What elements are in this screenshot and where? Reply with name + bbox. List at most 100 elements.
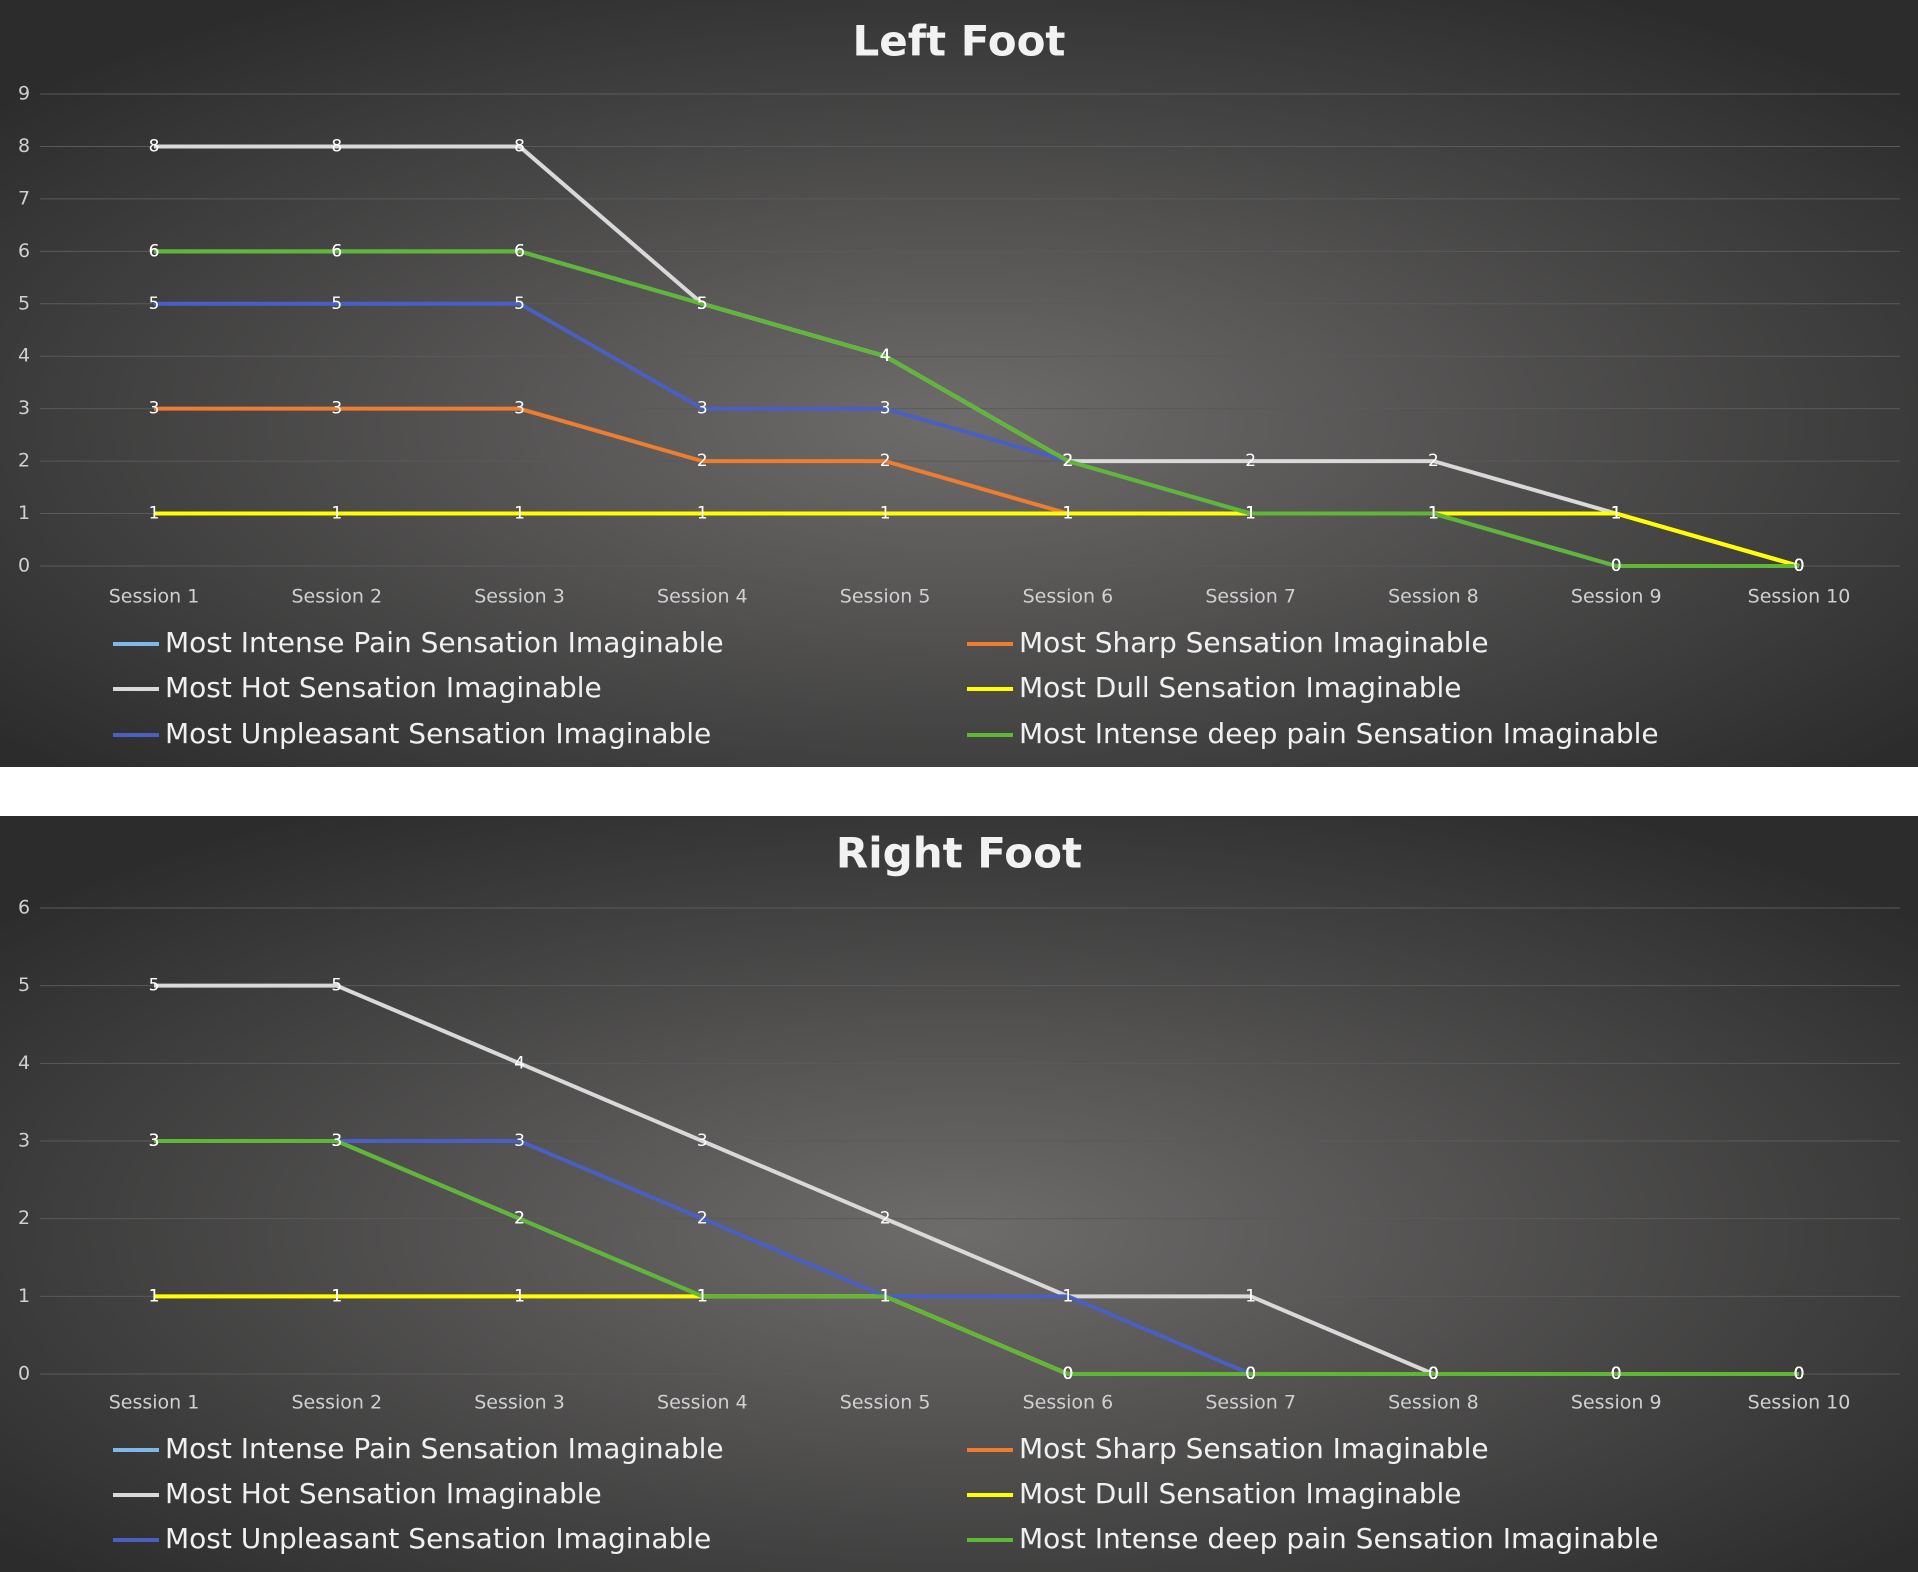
data-label: 5: [697, 294, 708, 314]
data-label: 1: [331, 504, 342, 524]
chart-title: Left Foot: [853, 17, 1066, 66]
x-tick-label: Session 4: [657, 1392, 748, 1414]
data-label: 3: [149, 1131, 160, 1151]
y-tick-label: 8: [18, 135, 30, 157]
data-label: 2: [697, 1209, 708, 1229]
data-label: 1: [1245, 504, 1256, 524]
data-label: 3: [514, 1131, 525, 1151]
y-tick-label: 0: [18, 1363, 30, 1385]
data-label: 3: [331, 399, 342, 419]
legend-label: Most Unpleasant Sensation Imaginable: [165, 717, 711, 750]
data-label: 2: [514, 1209, 525, 1229]
data-label: 1: [1428, 504, 1439, 524]
data-label: 0: [1794, 556, 1805, 576]
y-tick-label: 4: [18, 1052, 30, 1074]
data-label: 6: [514, 241, 525, 261]
x-tick-label: Session 6: [1023, 1392, 1114, 1414]
data-label: 3: [880, 399, 891, 419]
data-label: 3: [697, 1131, 708, 1151]
data-label: 3: [149, 1131, 160, 1151]
data-label: 1: [880, 1286, 891, 1306]
data-label: 6: [331, 241, 342, 261]
data-label: 5: [514, 294, 525, 314]
data-label: 6: [514, 241, 525, 261]
data-label: 4: [880, 346, 891, 366]
data-label: 0: [1245, 1364, 1256, 1384]
data-label: 2: [1062, 451, 1073, 471]
data-label: 8: [331, 136, 342, 156]
data-label: 1: [1062, 504, 1073, 524]
data-label: 0: [1245, 1364, 1256, 1384]
y-tick-label: 2: [18, 1207, 30, 1229]
y-tick-label: 3: [18, 1130, 30, 1152]
data-label: 0: [1062, 1364, 1073, 1384]
data-label: 0: [1794, 1364, 1805, 1384]
data-label: 1: [1428, 504, 1439, 524]
data-label: 1: [1611, 504, 1622, 524]
data-label: 4: [880, 346, 891, 366]
data-label: 0: [1794, 556, 1805, 576]
chart-background: [0, 0, 1918, 767]
data-label: 3: [331, 1131, 342, 1151]
y-tick-label: 3: [18, 397, 30, 419]
y-tick-label: 9: [18, 83, 30, 105]
data-label: 1: [1428, 504, 1439, 524]
data-label: 0: [1245, 1364, 1256, 1384]
data-label: 0: [1062, 1364, 1073, 1384]
data-label: 0: [1611, 1364, 1622, 1384]
data-label: 1: [1062, 504, 1073, 524]
data-label: 6: [149, 241, 160, 261]
data-label: 2: [1062, 451, 1073, 471]
x-tick-label: Session 6: [1023, 586, 1114, 608]
data-label: 1: [1245, 504, 1256, 524]
data-label: 0: [1794, 556, 1805, 576]
data-label: 2: [1062, 451, 1073, 471]
legend-label: Most Intense deep pain Sensation Imagina…: [1019, 717, 1659, 750]
data-label: 2: [1062, 451, 1073, 471]
data-label: 1: [880, 1286, 891, 1306]
data-label: 1: [697, 1286, 708, 1306]
chart: Left Foot 0 1 2 3 4 5 6 7 8 9 Session 1 Session 2 Se…: [0, 0, 1918, 767]
data-label: 0: [1794, 1364, 1805, 1384]
data-label: 1: [514, 1286, 525, 1306]
y-tick-label: 1: [18, 502, 30, 524]
series-line: [154, 511, 1800, 568]
legend-label: Most Intense Pain Sensation Imaginable: [165, 1432, 724, 1465]
data-label: 0: [1062, 1364, 1073, 1384]
data-label: 4: [514, 1053, 525, 1073]
data-label: 0: [1245, 1364, 1256, 1384]
data-label: 2: [697, 451, 708, 471]
data-label: 5: [697, 294, 708, 314]
data-label: 1: [331, 1286, 342, 1306]
data-label: 6: [149, 241, 160, 261]
data-label: 3: [514, 399, 525, 419]
x-tick-label: Session 9: [1571, 1392, 1662, 1414]
data-label: 1: [1611, 504, 1622, 524]
series-line: [154, 1139, 1799, 1376]
legend-label: Most Intense deep pain Sensation Imagina…: [1019, 1522, 1659, 1555]
data-label: 0: [1611, 1364, 1622, 1384]
data-label: 3: [149, 399, 160, 419]
data-label: 1: [880, 1286, 891, 1306]
data-label: 1: [697, 504, 708, 524]
data-label: 0: [1428, 1364, 1439, 1384]
data-label: 0: [1611, 556, 1622, 576]
data-label: 3: [331, 1131, 342, 1151]
y-tick-label: 2: [18, 450, 30, 472]
legend-label: Most Unpleasant Sensation Imaginable: [165, 1522, 711, 1555]
data-label: 1: [331, 1286, 342, 1306]
x-tick-label: Session 2: [291, 1392, 382, 1414]
data-label: 1: [1245, 504, 1256, 524]
data-label: 1: [514, 504, 525, 524]
y-tick-label: 5: [18, 974, 30, 996]
data-label: 0: [1428, 1364, 1439, 1384]
x-tick-label: Session 10: [1748, 1392, 1851, 1414]
data-label: 1: [1062, 1286, 1073, 1306]
data-label: 3: [697, 399, 708, 419]
data-label: 1: [880, 504, 891, 524]
data-label: 1: [149, 1286, 160, 1306]
series-line: [154, 249, 1799, 568]
legend-label: Most Dull Sensation Imaginable: [1019, 671, 1461, 704]
data-label: 0: [1794, 1364, 1805, 1384]
